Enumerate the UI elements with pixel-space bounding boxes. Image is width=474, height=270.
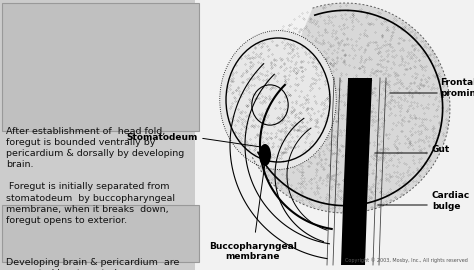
FancyBboxPatch shape — [2, 205, 199, 262]
Text: Buccopharyngeal: Buccopharyngeal — [209, 242, 297, 251]
FancyBboxPatch shape — [2, 3, 199, 131]
Polygon shape — [341, 78, 372, 265]
Text: Gut: Gut — [432, 146, 450, 154]
Text: membrane: membrane — [226, 252, 280, 261]
Text: bulge: bulge — [432, 202, 461, 211]
Ellipse shape — [220, 31, 336, 170]
Text: Frontal: Frontal — [440, 78, 474, 87]
Text: Developing brain & pericardium  are
seperated by stomatodeum -
………………………….: Developing brain & pericardium are seper… — [6, 258, 180, 270]
Text: After establishment of  head fold,
foregut is bounded ventrally by
pericardium &: After establishment of head fold, foregu… — [6, 127, 184, 225]
Text: Copyright © 2003, Mosby, Inc., All rights reserved: Copyright © 2003, Mosby, Inc., All right… — [345, 257, 468, 263]
Ellipse shape — [259, 144, 271, 166]
Text: Stomatodeum: Stomatodeum — [127, 133, 198, 143]
Text: Cardiac: Cardiac — [432, 191, 470, 200]
Text: prominence: prominence — [440, 89, 474, 98]
Bar — [195, 0, 474, 270]
Polygon shape — [251, 3, 450, 213]
